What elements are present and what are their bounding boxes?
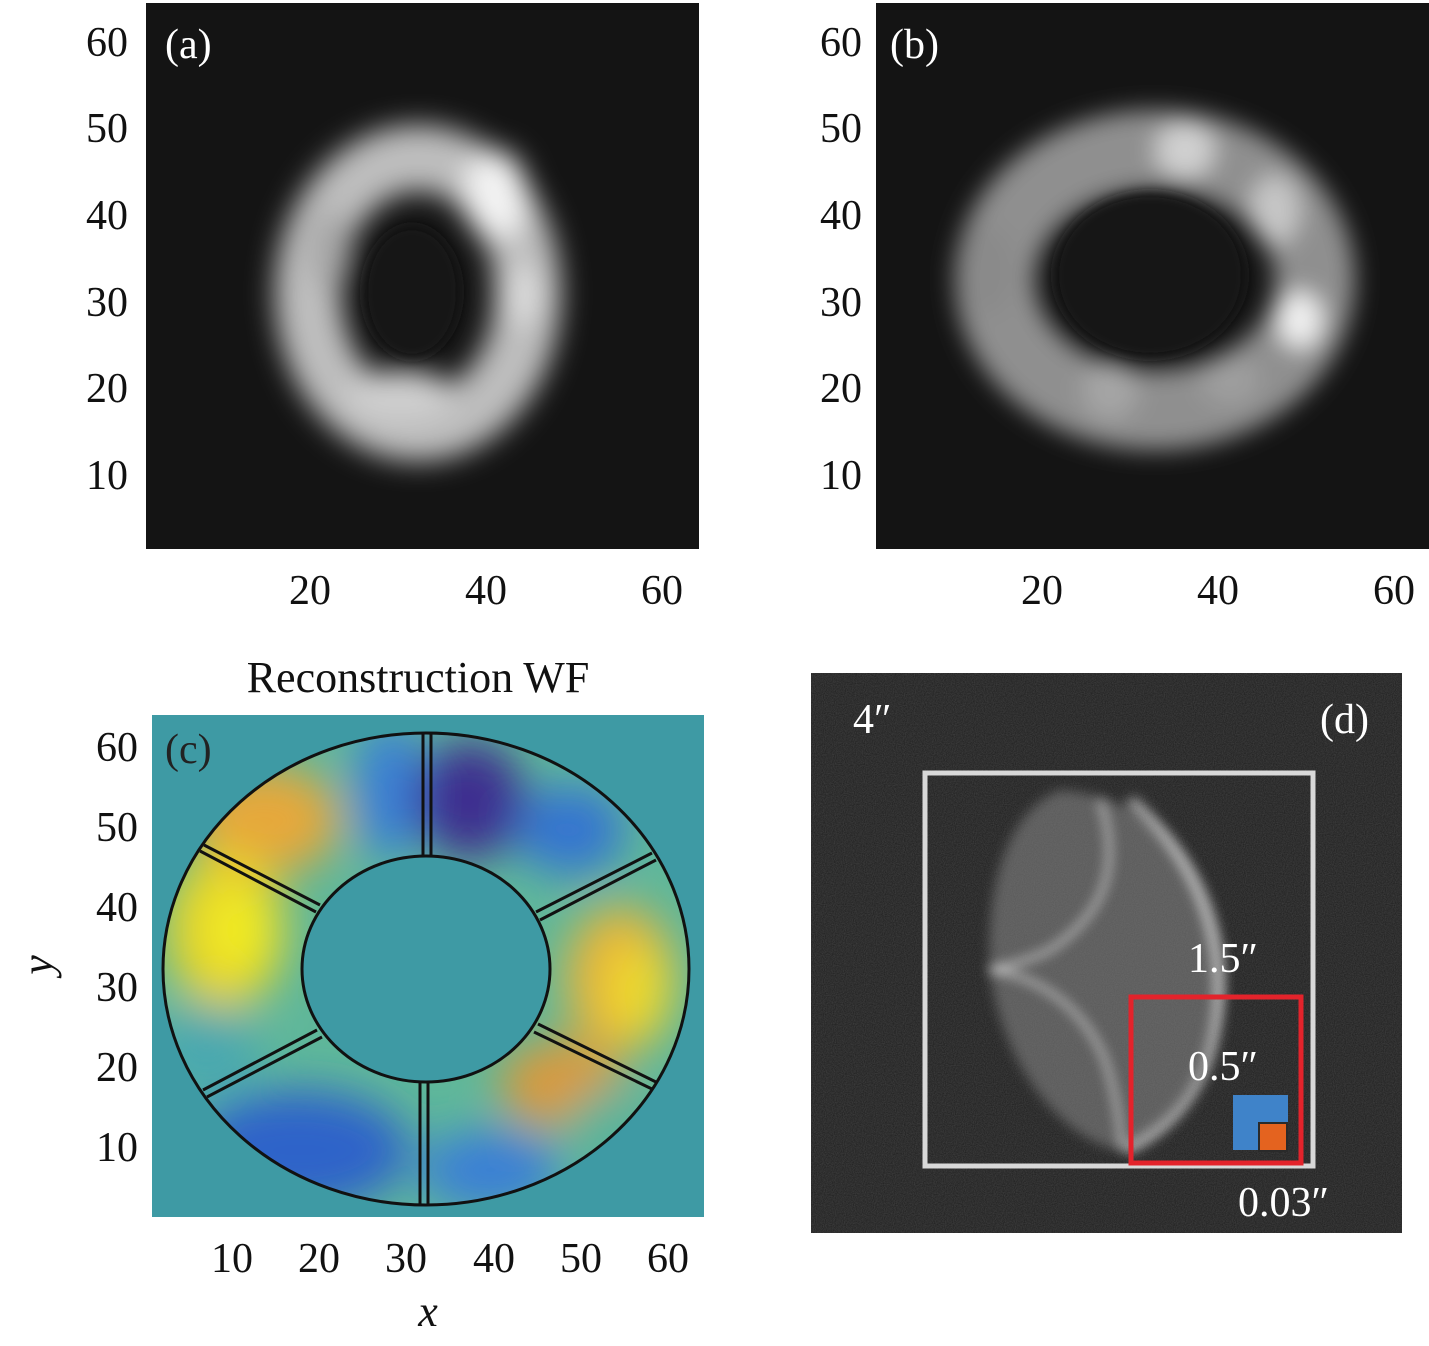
panel-c-xtick: 60 <box>647 1236 689 1282</box>
panel-b-xtick: 60 <box>1373 568 1415 614</box>
panel-c-ytick: 50 <box>96 805 138 851</box>
panel-d-outer-label: 4″ <box>853 697 892 743</box>
panel-d: (d) 4″ 1.5″ 0.5″ 0.03″ <box>811 673 1402 1233</box>
panel-b-ytick: 40 <box>820 193 862 239</box>
panel-c-segment-outlines <box>161 731 691 1207</box>
panel-a-ytick: 40 <box>86 193 128 239</box>
panel-d-pixel-label: 0.03″ <box>1238 1180 1329 1226</box>
panel-d-red-box <box>1128 994 1304 1166</box>
panel-a-xtick: 20 <box>289 568 331 614</box>
panel-c-xtick: 40 <box>473 1236 515 1282</box>
panel-a-ytick: 20 <box>86 366 128 412</box>
panel-c-wavefront <box>163 733 689 1205</box>
panel-c-label: (c) <box>165 727 212 773</box>
panel-b: (b) 60 50 40 30 20 10 20 40 60 <box>820 3 1429 614</box>
panel-b-donut <box>955 110 1355 450</box>
panel-d-caustic <box>989 790 1225 1155</box>
panel-b-xtick: 20 <box>1021 568 1063 614</box>
panel-c-xtick: 20 <box>298 1236 340 1282</box>
panel-c-xtick: 10 <box>211 1236 253 1282</box>
panel-c-y-ticks: 60 50 40 30 20 10 <box>96 725 138 1171</box>
panel-c-x-ticks: 10 20 30 40 50 60 <box>211 1236 689 1282</box>
panel-a-ytick: 60 <box>86 20 128 66</box>
panel-b-ytick: 50 <box>820 106 862 152</box>
panel-a-donut <box>275 125 561 461</box>
panel-a: (a) 60 50 40 30 20 10 20 40 60 <box>86 3 699 614</box>
panel-c-ytick: 60 <box>96 725 138 771</box>
panel-c-ytick: 40 <box>96 885 138 931</box>
panel-c-ytick: 30 <box>96 965 138 1011</box>
panel-c-ytick: 20 <box>96 1045 138 1091</box>
panel-c: Reconstruction WF <box>13 653 704 1336</box>
panel-c-ylabel: y <box>13 955 62 979</box>
panel-a-y-ticks: 60 50 40 30 20 10 <box>86 20 128 499</box>
panel-b-hole <box>1055 193 1245 357</box>
panel-b-y-ticks: 60 50 40 30 20 10 <box>820 20 862 499</box>
panel-a-xtick: 60 <box>641 568 683 614</box>
panel-a-ytick: 50 <box>86 106 128 152</box>
panel-d-box2-label: 0.5″ <box>1188 1044 1258 1090</box>
panel-b-ytick: 60 <box>820 20 862 66</box>
panel-d-orange-square <box>1258 1122 1288 1152</box>
panel-b-ytick: 20 <box>820 366 862 412</box>
panel-d-box1-label: 1.5″ <box>1188 936 1258 982</box>
panel-a-hole <box>364 226 460 358</box>
panel-c-xtick: 50 <box>560 1236 602 1282</box>
panel-a-xtick: 40 <box>465 568 507 614</box>
panel-b-xtick: 40 <box>1197 568 1239 614</box>
panel-d-outer-box <box>922 770 1316 1169</box>
panel-c-xlabel: x <box>417 1287 438 1336</box>
panel-b-label: (b) <box>890 22 939 68</box>
panel-c-title: Reconstruction WF <box>247 653 590 702</box>
panel-b-x-ticks: 20 40 60 <box>1021 568 1415 614</box>
panel-a-ytick: 30 <box>86 280 128 326</box>
panel-c-ytick: 10 <box>96 1125 138 1171</box>
panel-a-ytick: 10 <box>86 453 128 499</box>
panel-a-label: (a) <box>165 22 212 68</box>
panel-b-ytick: 10 <box>820 453 862 499</box>
panel-c-xtick: 30 <box>385 1236 427 1282</box>
panel-d-label: (d) <box>1320 697 1369 743</box>
panel-b-ytick: 30 <box>820 280 862 326</box>
panel-a-x-ticks: 20 40 60 <box>289 568 683 614</box>
